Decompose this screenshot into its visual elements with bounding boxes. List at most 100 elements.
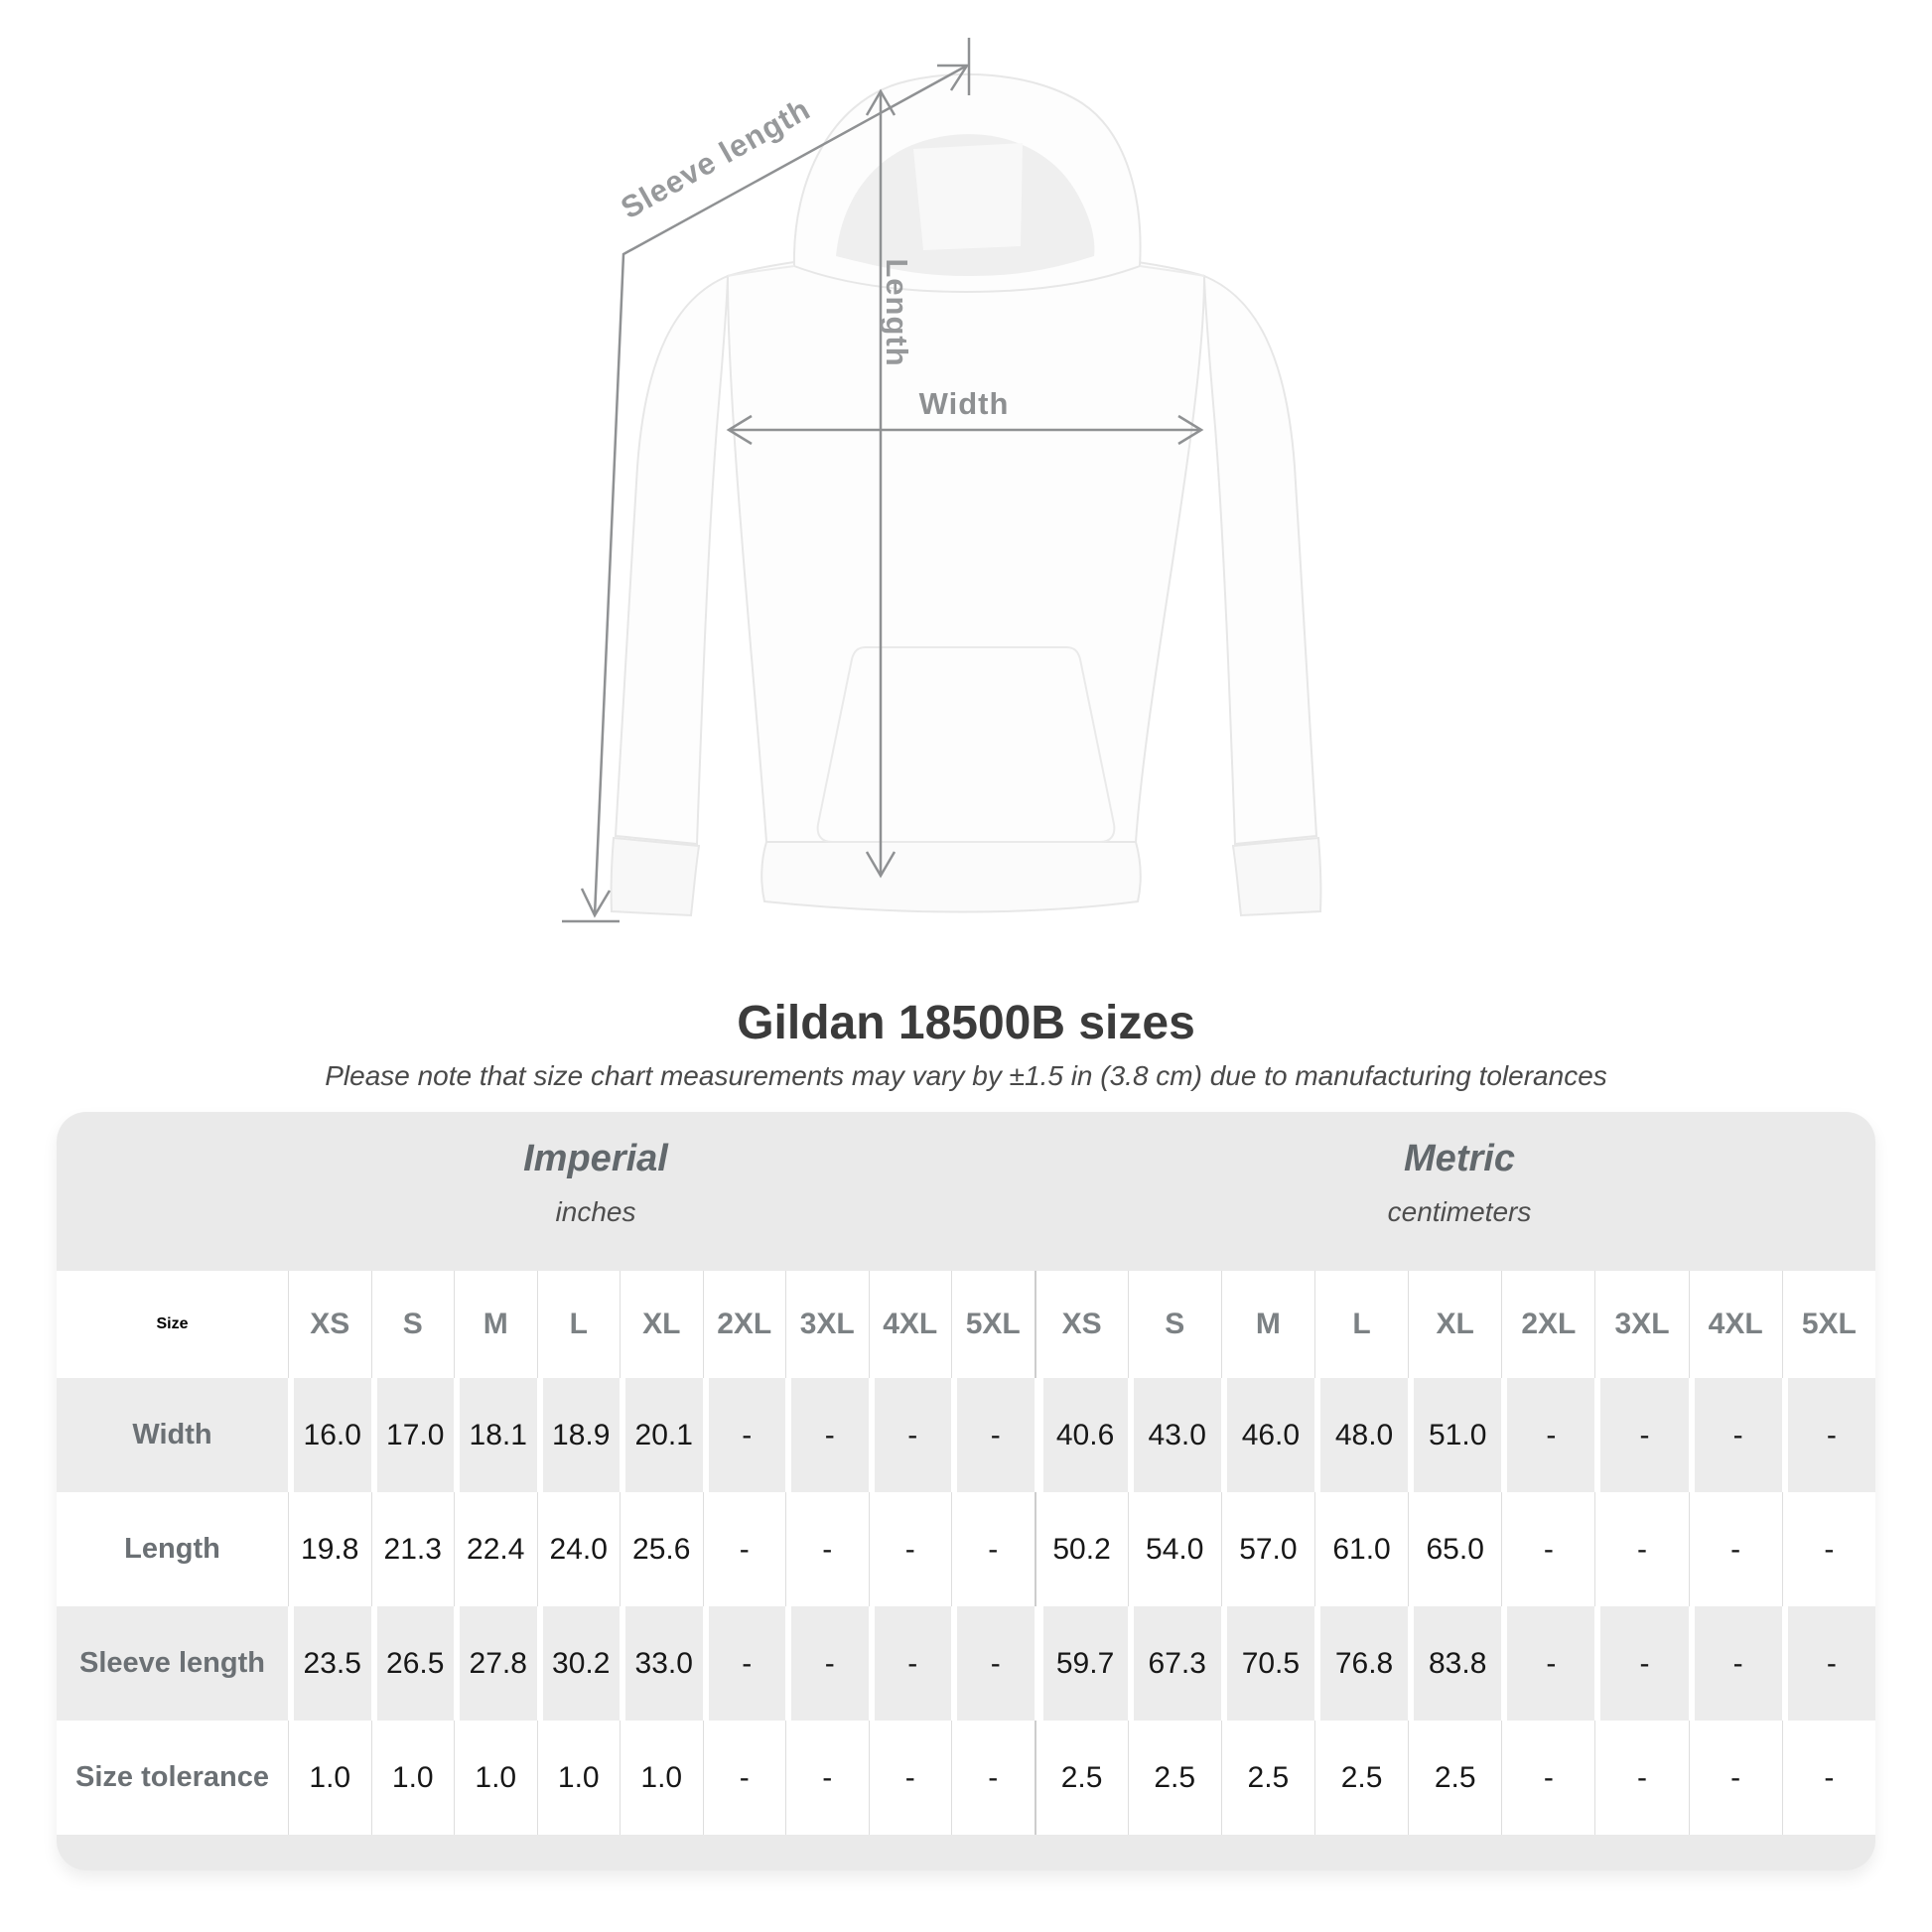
imperial-value: 24.0 — [536, 1492, 621, 1606]
sleeve-length-top-arrowhead — [937, 64, 970, 91]
metric-value: 61.0 — [1313, 1492, 1408, 1606]
imperial-section-title: Imperial — [523, 1138, 668, 1179]
sleeve-length-bottom-arrowhead — [580, 888, 612, 918]
size-column-header-imperial-5xl: 5XL — [951, 1271, 1035, 1378]
size-column-header-metric-4xl: 4XL — [1688, 1271, 1782, 1378]
size-table-body: Width 16.0 17.0 18.1 18.9 20.1- - - -40.6 43.0 46.… — [57, 1378, 1875, 1835]
imperial-value: 19.8 — [288, 1492, 371, 1606]
imperial-value: 18.9 — [536, 1378, 621, 1492]
hoodie-illustration — [562, 38, 1322, 923]
metric-value: - — [1688, 1721, 1782, 1835]
metric-value: 83.8 — [1408, 1606, 1501, 1721]
imperial-value: 25.6 — [620, 1492, 703, 1606]
imperial-value: 17.0 — [370, 1378, 455, 1492]
metric-value: 57.0 — [1220, 1492, 1314, 1606]
measurement-row-sleeve-length: Sleeve length 23.5 26.5 27.8 30.2 33.0- - - -59.… — [57, 1606, 1875, 1721]
length-top-arrowhead — [865, 88, 897, 116]
hoodie-hem-band — [760, 841, 1142, 913]
metric-value: - — [1594, 1606, 1688, 1721]
size-column-header-metric-xs: XS — [1034, 1271, 1128, 1378]
hoodie-right-cuff — [1231, 836, 1322, 917]
metric-value: 54.0 — [1127, 1492, 1221, 1606]
size-header-row: Size XS S M L XL 2XL 3XL 4XL 5XL XS S M L XL 2XL 3XL 4XL 5… — [57, 1271, 1875, 1378]
imperial-value: - — [785, 1492, 869, 1606]
size-column-label: Size — [156, 1315, 189, 1332]
imperial-value: 27.8 — [454, 1606, 537, 1721]
size-column-header-imperial-4xl: 4XL — [868, 1271, 952, 1378]
size-column-header-imperial-3xl: 3XL — [785, 1271, 869, 1378]
metric-value: 65.0 — [1408, 1492, 1501, 1606]
hoodie-right-shoulder-seam — [1139, 265, 1205, 277]
unit-header-band: Imperial inches Metric centimeters — [57, 1112, 1875, 1271]
size-column-header-imperial-l: L — [536, 1271, 621, 1378]
imperial-value: 1.0 — [370, 1721, 455, 1835]
width-annotation-label: Width — [918, 386, 1010, 421]
imperial-section-header: Imperial inches — [298, 1112, 894, 1228]
metric-value: - — [1781, 1606, 1875, 1721]
imperial-value: 1.0 — [454, 1721, 537, 1835]
imperial-value: - — [702, 1606, 786, 1721]
imperial-value: 21.3 — [370, 1492, 455, 1606]
imperial-value: 1.0 — [620, 1721, 703, 1835]
metric-value: 59.7 — [1034, 1606, 1128, 1721]
hoodie-garment — [610, 72, 1322, 917]
page-title: Gildan 18500B sizes — [737, 997, 1195, 1049]
length-bottom-arrowhead — [865, 851, 897, 879]
imperial-value: - — [702, 1378, 786, 1492]
imperial-value: 23.5 — [288, 1606, 371, 1721]
size-column-header-imperial-xl: XL — [620, 1271, 703, 1378]
row-label: Length — [124, 1533, 220, 1565]
metric-section-unit: centimeters — [1387, 1196, 1532, 1227]
metric-value: 50.2 — [1034, 1492, 1128, 1606]
metric-value: 76.8 — [1313, 1606, 1408, 1721]
imperial-value: 26.5 — [370, 1606, 455, 1721]
hoodie-left-sleeve — [614, 274, 730, 846]
imperial-value: 20.1 — [620, 1378, 703, 1492]
imperial-value: 16.0 — [288, 1378, 371, 1492]
metric-value: 51.0 — [1408, 1378, 1501, 1492]
imperial-value: 30.2 — [536, 1606, 621, 1721]
metric-value: - — [1688, 1492, 1782, 1606]
metric-value: - — [1594, 1721, 1688, 1835]
metric-value: 2.5 — [1127, 1721, 1221, 1835]
imperial-value: - — [951, 1606, 1035, 1721]
imperial-value: - — [868, 1492, 952, 1606]
row-label: Sleeve length — [79, 1647, 265, 1679]
size-column-header-metric-m: M — [1220, 1271, 1314, 1378]
size-column-header-metric-s: S — [1127, 1271, 1221, 1378]
metric-value: 43.0 — [1127, 1378, 1221, 1492]
size-column-header-imperial-2xl: 2XL — [702, 1271, 786, 1378]
metric-value: - — [1781, 1721, 1875, 1835]
imperial-value: - — [951, 1378, 1035, 1492]
size-column-header-imperial-xs: XS — [288, 1271, 371, 1378]
metric-value: - — [1501, 1606, 1594, 1721]
imperial-value: - — [702, 1721, 786, 1835]
size-column-header-imperial-s: S — [370, 1271, 455, 1378]
hoodie-left-cuff — [610, 836, 701, 917]
size-chart-card: Imperial inches Metric centimeters Size X… — [57, 1112, 1875, 1870]
width-right-arrowhead — [1177, 414, 1204, 446]
imperial-value: - — [785, 1378, 869, 1492]
metric-value: 2.5 — [1408, 1721, 1501, 1835]
table-footer-band — [57, 1835, 1875, 1870]
size-column-header-metric-3xl: 3XL — [1594, 1271, 1688, 1378]
size-column-header-metric-l: L — [1313, 1271, 1408, 1378]
imperial-value: 33.0 — [620, 1606, 703, 1721]
metric-value: 67.3 — [1127, 1606, 1221, 1721]
imperial-value: - — [702, 1492, 786, 1606]
size-column-header-metric-2xl: 2XL — [1501, 1271, 1594, 1378]
metric-value: 2.5 — [1034, 1721, 1128, 1835]
metric-value: - — [1594, 1378, 1688, 1492]
hoodie-pocket — [816, 646, 1116, 843]
imperial-value: 1.0 — [536, 1721, 621, 1835]
imperial-value: - — [951, 1721, 1035, 1835]
imperial-value: 1.0 — [288, 1721, 371, 1835]
hoodie-left-shoulder-seam — [727, 265, 795, 277]
metric-value: - — [1781, 1378, 1875, 1492]
metric-value: - — [1781, 1492, 1875, 1606]
imperial-value: - — [868, 1378, 952, 1492]
metric-value: - — [1501, 1492, 1594, 1606]
measurement-row-width: Width 16.0 17.0 18.1 18.9 20.1- - - -40.6 43.0 46.… — [57, 1378, 1875, 1492]
length-arrow — [865, 88, 897, 879]
